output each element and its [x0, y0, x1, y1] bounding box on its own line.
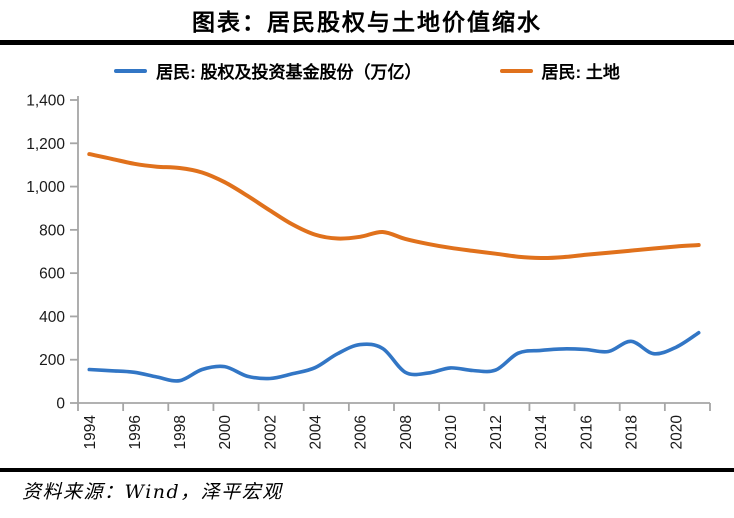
legend-label-equity: 居民: 股权及投资基金股份（万亿） — [156, 63, 422, 82]
land-line-swatch — [499, 68, 533, 73]
svg-text:1,400: 1,400 — [26, 93, 65, 110]
chart-legend: 居民: 股权及投资基金股份（万亿） 居民: 土地 — [0, 58, 734, 83]
svg-text:2018: 2018 — [624, 415, 641, 449]
legend-item-equity: 居民: 股权及投资基金股份（万亿） — [114, 58, 422, 83]
svg-text:2002: 2002 — [262, 415, 279, 449]
svg-text:2008: 2008 — [398, 415, 415, 449]
bottom-divider — [0, 468, 734, 472]
svg-text:1,200: 1,200 — [26, 136, 65, 153]
legend-label-land: 居民: 土地 — [541, 63, 620, 82]
svg-text:200: 200 — [39, 352, 65, 369]
svg-text:2020: 2020 — [669, 415, 686, 450]
svg-text:2006: 2006 — [353, 415, 370, 449]
svg-text:0: 0 — [56, 396, 65, 413]
svg-text:1994: 1994 — [82, 415, 99, 450]
svg-text:2016: 2016 — [578, 415, 595, 449]
source-note: 资料来源：Wind，泽平宏观 — [22, 481, 283, 503]
svg-text:1996: 1996 — [127, 415, 144, 449]
svg-text:2012: 2012 — [488, 415, 505, 449]
equity-line-swatch — [114, 68, 148, 73]
line-chart: 0 200 400 600 800 1,000 1,200 1,400 1994 1996 1998… — [26, 93, 711, 450]
title-divider — [0, 40, 734, 45]
svg-text:600: 600 — [39, 266, 65, 283]
svg-text:1998: 1998 — [172, 415, 189, 449]
svg-text:2010: 2010 — [443, 415, 460, 450]
svg-text:2000: 2000 — [217, 415, 234, 450]
legend-item-land: 居民: 土地 — [499, 58, 620, 83]
svg-text:2014: 2014 — [533, 415, 550, 450]
chart-title: 图表：居民股权与土地价值缩水 — [192, 9, 542, 35]
svg-text:800: 800 — [39, 222, 65, 239]
svg-text:400: 400 — [39, 309, 65, 326]
svg-text:2004: 2004 — [308, 415, 325, 450]
svg-text:1,000: 1,000 — [26, 179, 65, 196]
